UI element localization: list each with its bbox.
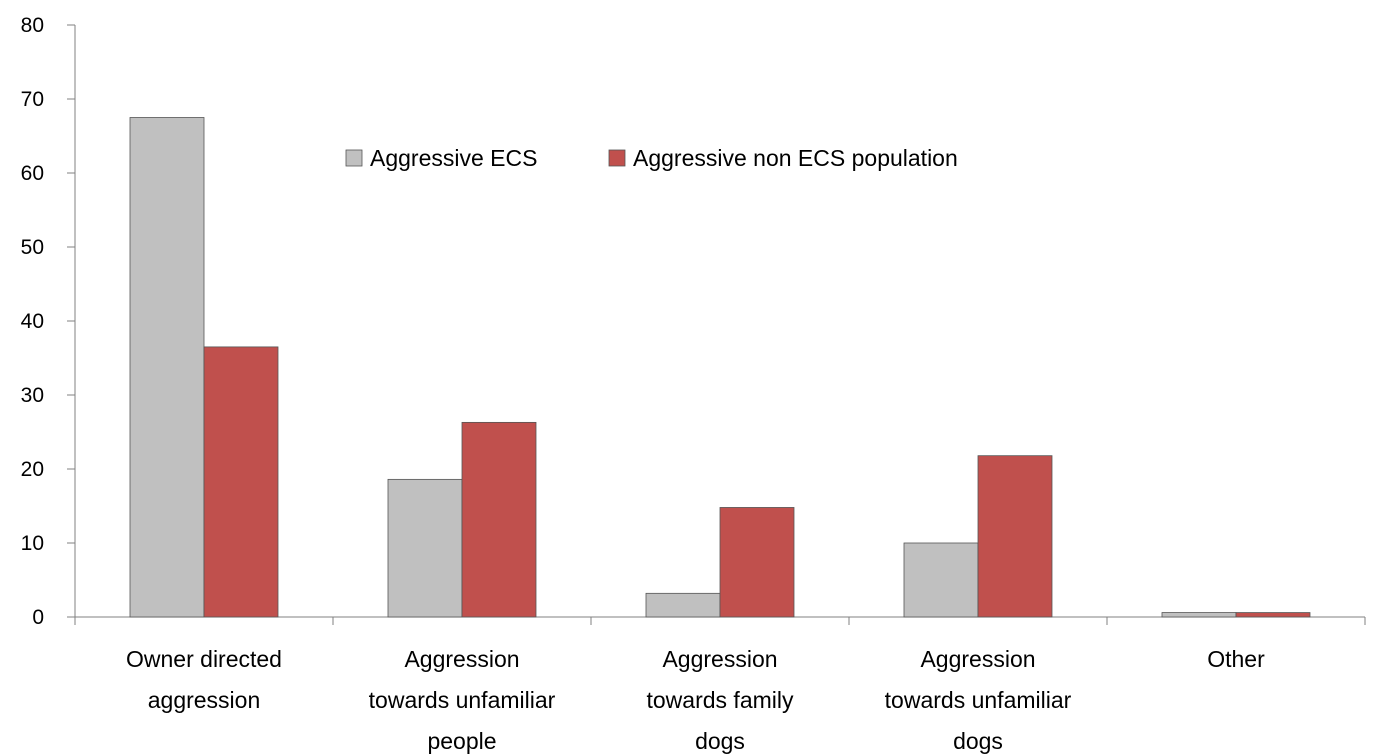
x-category-label-line: people: [427, 728, 496, 754]
bar: [903, 542, 979, 618]
x-category-label-line: dogs: [695, 728, 745, 754]
x-category-label: Aggression towards unfamiliar people: [369, 646, 556, 754]
x-category-label-line: towards family: [647, 687, 794, 713]
x-category-label-line: Aggression: [920, 646, 1035, 672]
bar: [203, 346, 279, 618]
legend: Aggressive ECS Aggressive non ECS populat…: [345, 145, 958, 171]
bars: [129, 117, 1311, 618]
x-category-label-line: Owner directed: [126, 646, 282, 672]
y-tick-label: 80: [21, 14, 44, 37]
x-category-label-line: aggression: [148, 687, 261, 713]
x-category-label-line: Aggression: [404, 646, 519, 672]
y-tick-label: 40: [21, 310, 44, 333]
x-category-label: Owner directed aggression: [126, 646, 282, 713]
y-tick-label: 60: [21, 162, 44, 185]
bar: [1161, 612, 1237, 618]
bar: [461, 421, 537, 618]
y-tick-label: 50: [21, 236, 44, 259]
y-tick-label: 70: [21, 88, 44, 111]
x-category-label-line: dogs: [953, 728, 1003, 754]
x-category-label-line: Other: [1207, 646, 1265, 672]
x-category-label-line: Aggression: [662, 646, 777, 672]
x-category-label: Aggression towards family dogs: [647, 646, 794, 754]
legend-swatch: [608, 149, 626, 167]
legend-label: Aggressive non ECS population: [633, 145, 958, 171]
bar: [129, 117, 205, 618]
y-axis: 0 10 20 30 40 50 60 70 80: [21, 14, 76, 629]
bar: [719, 507, 795, 618]
bar: [387, 478, 463, 618]
bar: [645, 592, 721, 618]
x-category-label-line: towards unfamiliar: [369, 687, 556, 713]
bar: [977, 455, 1053, 618]
x-category-label-line: towards unfamiliar: [885, 687, 1072, 713]
y-tick-label: 0: [32, 606, 44, 629]
x-category-label: Other: [1207, 646, 1265, 672]
bar: [1235, 612, 1311, 618]
legend-label: Aggressive ECS: [370, 145, 537, 171]
x-axis: Owner directed aggression Aggression toward…: [74, 616, 1366, 754]
x-category-label: Aggression towards unfamiliar dogs: [885, 646, 1072, 754]
legend-swatch: [345, 149, 363, 167]
y-tick-label: 30: [21, 384, 44, 407]
y-tick-label: 10: [21, 532, 44, 555]
y-tick-label: 20: [21, 458, 44, 481]
